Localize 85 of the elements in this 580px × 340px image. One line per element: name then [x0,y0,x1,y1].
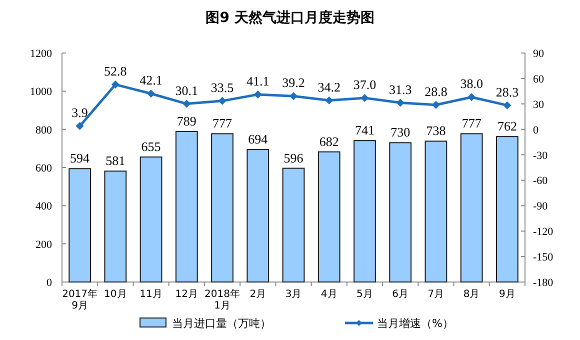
point [360,94,369,102]
bar [68,168,91,282]
point [325,96,334,104]
data-label: 777 [462,116,482,131]
point [396,98,404,107]
data-label: 694 [248,132,268,147]
data-label: 777 [212,116,233,131]
y2-tick-label: 0 [533,124,539,136]
data-label: 52.8 [104,64,127,79]
legend-label: 当月增速（%） [377,317,454,330]
bar [211,133,234,282]
bar [460,133,483,282]
data-label: 28.3 [496,84,519,100]
point [147,90,156,98]
x-tick-label: 2017年 9月 [62,288,98,312]
y2-tick-label: 30 [533,98,544,111]
point [76,122,84,130]
y-tick-label: 1200 [30,48,52,60]
bar [389,142,412,282]
y-tick-label: 1000 [30,86,52,98]
data-label: 682 [319,134,339,149]
data-label: 41.1 [246,73,270,88]
x-tick-label: 11月 [140,289,162,300]
bar [354,140,376,282]
data-label: 3.9 [72,105,88,120]
y-tick-label: 400 [36,200,52,213]
data-label: 730 [390,124,410,140]
bar [282,168,305,282]
x-tick-label: 8月 [463,289,480,300]
y2-tick-label: -30 [533,150,548,162]
x-tick-label: 7月 [428,289,444,300]
data-label: 31.3 [388,82,412,97]
y2-tick-label: -60 [533,175,548,188]
y2-tick-label: 90 [533,48,544,60]
data-label: 30.1 [175,82,198,98]
bar [318,151,340,282]
y2-tick-label: -120 [533,226,554,238]
point [111,80,120,89]
data-label: 789 [176,113,196,128]
x-tick-label: 9月 [499,289,516,300]
y-tick-label: 0 [46,277,52,289]
data-label: 33.5 [210,80,234,95]
data-label: 42.1 [140,72,162,88]
data-label: 738 [426,123,446,138]
chart-title: 图9 天然气进口月度走势图 [206,9,374,26]
bar [140,156,162,282]
y2-tick-label: -90 [533,200,548,213]
point [290,92,298,100]
y2-tick-label: -180 [533,277,554,289]
bar [246,149,270,282]
data-label: 37.0 [353,76,376,92]
y-tick-label: 800 [36,124,52,136]
data-label: 34.2 [318,79,340,94]
point [182,100,191,108]
x-tick-label: 2018年 1月 [204,288,240,312]
y-tick-label: 200 [36,238,52,251]
data-label: 655 [141,139,161,154]
bar [175,130,198,282]
x-tick-label: 4月 [320,289,338,300]
point [468,93,476,102]
data-label: 762 [497,118,517,134]
data-label: 581 [106,153,126,168]
x-tick-label: 2月 [250,289,266,300]
data-label: 596 [284,150,304,166]
legend-label: 当月进口量（万吨） [172,317,271,330]
x-tick-label: 6月 [392,289,409,300]
y2-tick-label: 60 [533,73,544,86]
y-tick-label: 600 [36,162,52,174]
data-label: 38.0 [460,76,483,92]
point [503,101,512,110]
data-label: 741 [354,122,374,138]
bar [104,170,127,282]
data-label: 39.2 [282,75,305,90]
data-label: 594 [70,150,90,166]
data-label: 28.8 [424,84,448,99]
point [254,90,262,98]
point [218,96,226,105]
x-tick-label: 10月 [104,289,127,300]
x-tick-label: 3月 [285,289,302,300]
point [432,100,440,109]
bar [424,140,448,282]
x-tick-label: 12月 [175,289,198,300]
y2-tick-label: -150 [533,252,554,264]
bar [496,136,518,282]
x-tick-label: 5月 [356,289,373,300]
